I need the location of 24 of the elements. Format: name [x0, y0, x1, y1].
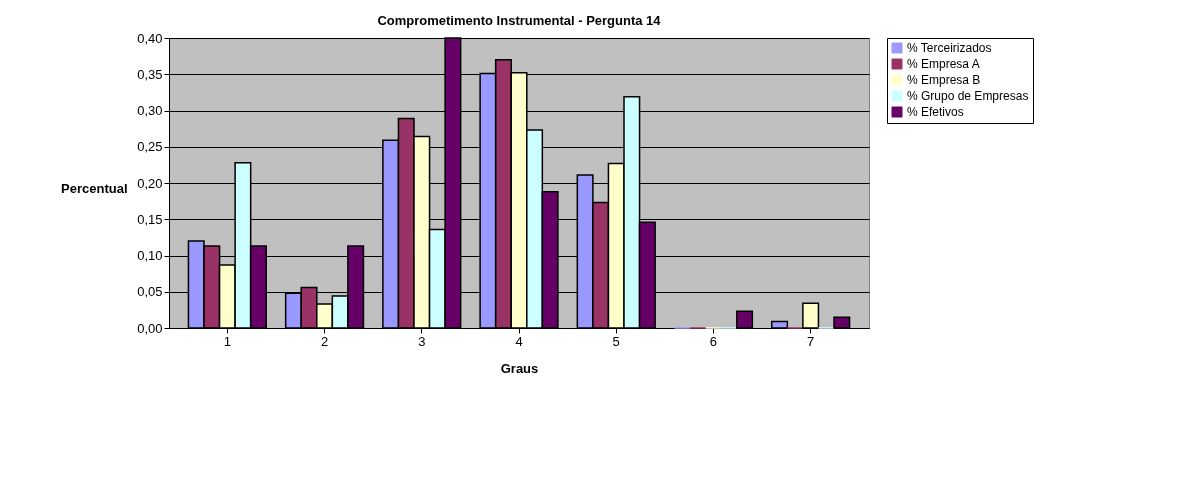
x-tick-label: 3 [418, 333, 426, 349]
x-tick-label: 1 [223, 333, 231, 349]
y-tick-label: 0,40 [137, 30, 163, 46]
y-tick-label: 0,15 [137, 211, 163, 227]
chart-title: Comprometimento Instrumental - Pergunta 14 [377, 13, 662, 28]
legend-label: % Grupo de Empresas [907, 89, 1029, 103]
y-tick-label: 0,20 [137, 175, 163, 191]
x-tick-label: 4 [515, 333, 523, 349]
legend-label: % Terceirizados [907, 41, 992, 55]
x-axis-title: Graus [500, 360, 539, 376]
x-tick-label: 7 [807, 333, 815, 349]
y-axis-title: Percentual [61, 180, 128, 196]
x-tick-label: 5 [612, 333, 620, 349]
legend-label: % Efetivos [907, 105, 964, 119]
y-tick-label: 0,30 [137, 103, 163, 118]
y-tick-label: 0,10 [137, 248, 163, 263]
legend-label: % Empresa A [907, 57, 980, 71]
x-tick-label: 6 [709, 333, 718, 349]
legend-label: % Empresa B [907, 73, 981, 87]
y-tick-label: 0,25 [137, 139, 163, 155]
x-tick-label: 2 [320, 333, 329, 349]
y-tick-label: 0,05 [137, 284, 163, 300]
y-tick-label: 0,00 [137, 320, 163, 336]
y-tick-label: 0,35 [137, 66, 163, 82]
